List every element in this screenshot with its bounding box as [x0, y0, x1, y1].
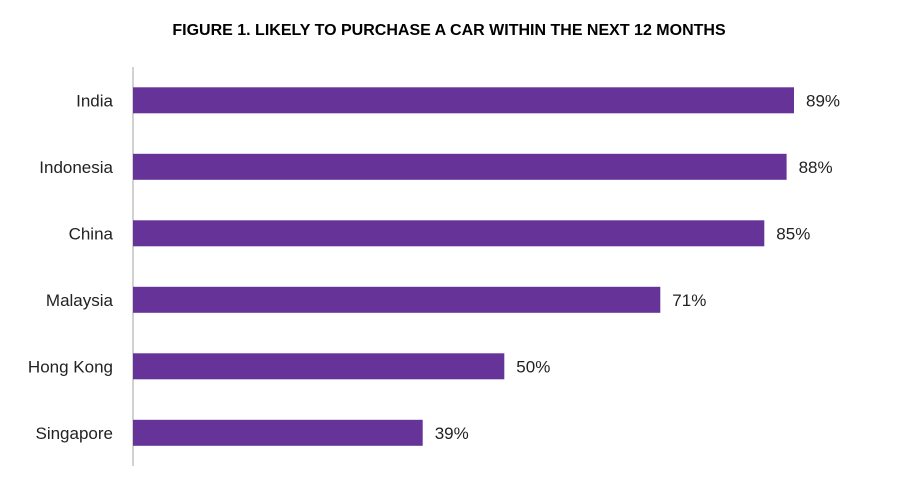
category-label: China — [69, 224, 114, 243]
bars-layer — [133, 87, 794, 446]
category-labels: India Indonesia China Malaysia Hong Kong Sing… — [28, 91, 114, 443]
value-label: 89% — [806, 91, 840, 110]
value-label: 39% — [435, 424, 469, 443]
bar-hong-kong — [133, 353, 505, 380]
bar-india — [133, 87, 794, 114]
category-label: India — [76, 91, 113, 110]
bar-china — [133, 220, 765, 247]
bar-singapore — [133, 419, 423, 446]
category-label: Indonesia — [39, 158, 113, 177]
category-label: Singapore — [35, 424, 113, 443]
bar-indonesia — [133, 153, 787, 180]
category-label: Malaysia — [46, 291, 114, 310]
value-labels: 89% 88% 85% 71% 50% 39% — [435, 91, 840, 443]
value-label: 88% — [799, 158, 833, 177]
bar-malaysia — [133, 286, 661, 313]
value-label: 50% — [516, 357, 550, 376]
chart-title: FIGURE 1. LIKELY TO PURCHASE A CAR WITHI… — [172, 22, 726, 39]
value-label: 85% — [776, 224, 810, 243]
value-label: 71% — [672, 291, 706, 310]
category-label: Hong Kong — [28, 357, 113, 376]
